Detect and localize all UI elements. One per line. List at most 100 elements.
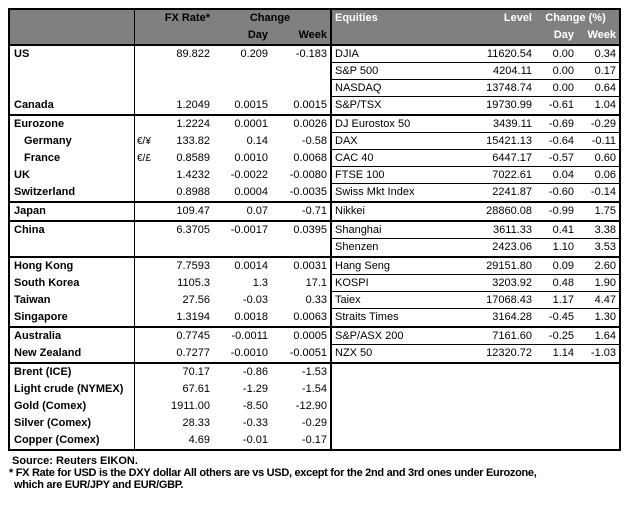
fx-row: Australia 0.7745 -0.0011 0.0005: [10, 328, 330, 345]
equity-row: CAC 40 6447.17 -0.57 0.60: [332, 150, 619, 167]
equity-index-name: S&P 500: [335, 65, 379, 77]
currency-pair-label: [135, 184, 157, 201]
equities-day-column-header: Day: [553, 29, 574, 41]
fx-row: Copper (Comex) 4.69 -0.01 -0.17: [10, 432, 330, 449]
equity-day-change-value: -0.99: [548, 205, 574, 217]
fx-header-pair-spacer: [135, 10, 157, 27]
equity-index-name: Nikkei: [335, 205, 365, 217]
equity-index-name: [332, 381, 457, 398]
fx-section: Eurozone 1.2224 0.0001 0.0026 Germany €/¥ 133.…: [10, 116, 330, 203]
fx-rate-value: 1.4232: [176, 169, 210, 181]
equity-row: Shanghai 3611.33 0.41 3.38: [332, 222, 619, 239]
equity-index-name: DJ Eurostox 50: [335, 118, 411, 130]
fx-row: Germany €/¥ 133.82 0.14 -0.58: [10, 133, 330, 150]
country-label: Brent (ICE): [10, 364, 135, 381]
market-data-table: FX Rate* Change Day Week US 89.822 0.209 -0…: [8, 8, 621, 451]
fx-row: Hong Kong 7.7593 0.0014 0.0031: [10, 258, 330, 275]
fx-header-row-1: FX Rate* Change: [10, 10, 330, 27]
equity-index-name: KOSPI: [335, 277, 369, 289]
fx-header-corner-cell: [10, 27, 135, 44]
fx-day-change-value: -0.0011: [231, 330, 269, 342]
equities-header-name-spacer: [332, 27, 457, 44]
fx-rate-value: 28.33: [182, 417, 210, 429]
fx-rate-value: 27.56: [182, 294, 210, 306]
equity-index-name: Shenzen: [335, 241, 379, 253]
fx-rate-value: 70.17: [182, 366, 210, 378]
fx-row: [10, 63, 330, 80]
fx-row: US 89.822 0.209 -0.183: [10, 46, 330, 63]
fx-week-change-value: -0.58: [301, 135, 327, 147]
fx-rate-value: 89.822: [176, 48, 210, 60]
fx-week-change-value: 0.0031: [293, 260, 327, 272]
equity-index-name: Shanghai: [335, 224, 382, 236]
fx-day-change-value: [210, 239, 270, 256]
equities-section: DJIA 11620.54 0.00 0.34 S&P 500 4204.11 0.00 0.…: [332, 46, 619, 116]
country-label: [10, 80, 135, 97]
fx-day-change-value: 0.0018: [234, 311, 268, 323]
equity-row: S&P/ASX 200 7161.60 -0.25 1.64: [332, 328, 619, 345]
currency-pair-label: [135, 432, 157, 449]
fx-section: US 89.822 0.209 -0.183 Canada 1.2049 0.0015 0.0…: [10, 46, 330, 116]
equity-index-name: DAX: [335, 135, 358, 147]
equity-level-value: 28860.08: [486, 205, 532, 217]
equities-header-row-2: Day Week: [332, 27, 619, 44]
fx-week-change-value: 0.0068: [293, 152, 327, 164]
equity-level-value: 7161.60: [492, 330, 532, 342]
equity-week-change-value: 2.60: [594, 260, 616, 272]
equity-week-change-value: [574, 381, 619, 398]
fx-table-body: US 89.822 0.209 -0.183 Canada 1.2049 0.0015 0.0…: [10, 46, 330, 449]
equity-row: NZX 50 12320.72 1.14 -1.03: [332, 345, 619, 362]
fx-section: Australia 0.7745 -0.0011 0.0005 New Zealand 0…: [10, 328, 330, 364]
fx-header-pair-spacer: [135, 27, 157, 44]
equity-day-change-value: -0.45: [548, 311, 574, 323]
equity-row: NASDAQ 13748.74 0.00 0.64: [332, 80, 619, 97]
equities-section: [332, 364, 619, 449]
country-label: UK: [10, 167, 135, 184]
currency-pair-label: [135, 258, 157, 275]
equity-level-value: 13748.74: [486, 82, 532, 94]
currency-pair-label: [135, 239, 157, 256]
fx-day-change-value: -0.0017: [230, 224, 268, 236]
equity-week-change-value: 1.30: [594, 311, 616, 323]
level-column-header: Level: [503, 12, 532, 24]
country-label: Eurozone: [10, 116, 135, 133]
country-label: Germany: [10, 133, 135, 150]
fx-rate-value: 7.7593: [176, 260, 210, 272]
fx-week-change-value: -0.183: [295, 48, 327, 60]
fx-day-change-value: 0.07: [246, 205, 268, 217]
equity-row: [332, 415, 619, 432]
equities-table-body: DJIA 11620.54 0.00 0.34 S&P 500 4204.11 0.00 0.…: [332, 46, 619, 449]
fx-change-column-header: Change: [249, 12, 291, 24]
fx-rate-value: 133.82: [176, 135, 210, 147]
equity-row: S&P 500 4204.11 0.00 0.17: [332, 63, 619, 80]
fx-header-corner-cell: [10, 10, 135, 27]
fx-section: Japan 109.47 0.07 -0.71: [10, 203, 330, 222]
currency-pair-label: [135, 328, 157, 345]
equity-week-change-value: 1.64: [594, 330, 616, 342]
country-label: Hong Kong: [10, 258, 135, 275]
fx-day-change-value: -0.86: [242, 366, 268, 378]
equity-index-name: [332, 432, 457, 449]
country-label: Taiwan: [10, 292, 135, 309]
fx-section: Hong Kong 7.7593 0.0014 0.0031 South Korea 11…: [10, 258, 330, 328]
fx-row: Japan 109.47 0.07 -0.71: [10, 203, 330, 220]
fx-row: Silver (Comex) 28.33 -0.33 -0.29: [10, 415, 330, 432]
fx-rate-column-header: FX Rate*: [164, 12, 210, 24]
fx-rate-value: 1.3194: [176, 311, 210, 323]
equities-section: Nikkei 28860.08 -0.99 1.75: [332, 203, 619, 222]
fx-day-change-value: 0.209: [240, 48, 268, 60]
fx-day-column-header: Day: [247, 29, 268, 41]
fx-rate-value: 0.7745: [176, 330, 210, 342]
equity-week-change-value: -0.14: [590, 186, 616, 198]
fx-week-change-value: [270, 80, 330, 97]
country-label: Gold (Comex): [10, 398, 135, 415]
fx-rate-value: 67.61: [182, 383, 210, 395]
fx-row: [10, 80, 330, 97]
equity-week-change-value: 3.53: [594, 241, 616, 253]
fx-day-change-value: 0.14: [246, 135, 268, 147]
equity-row: Hang Seng 29151.80 0.09 2.60: [332, 258, 619, 275]
equities-section: Shanghai 3611.33 0.41 3.38 Shenzen 2423.06 1.1…: [332, 222, 619, 258]
currency-pair-label: [135, 116, 157, 133]
equities-header: Equities Level Change (%) Day Week: [332, 10, 619, 46]
country-label: New Zealand: [10, 345, 135, 362]
